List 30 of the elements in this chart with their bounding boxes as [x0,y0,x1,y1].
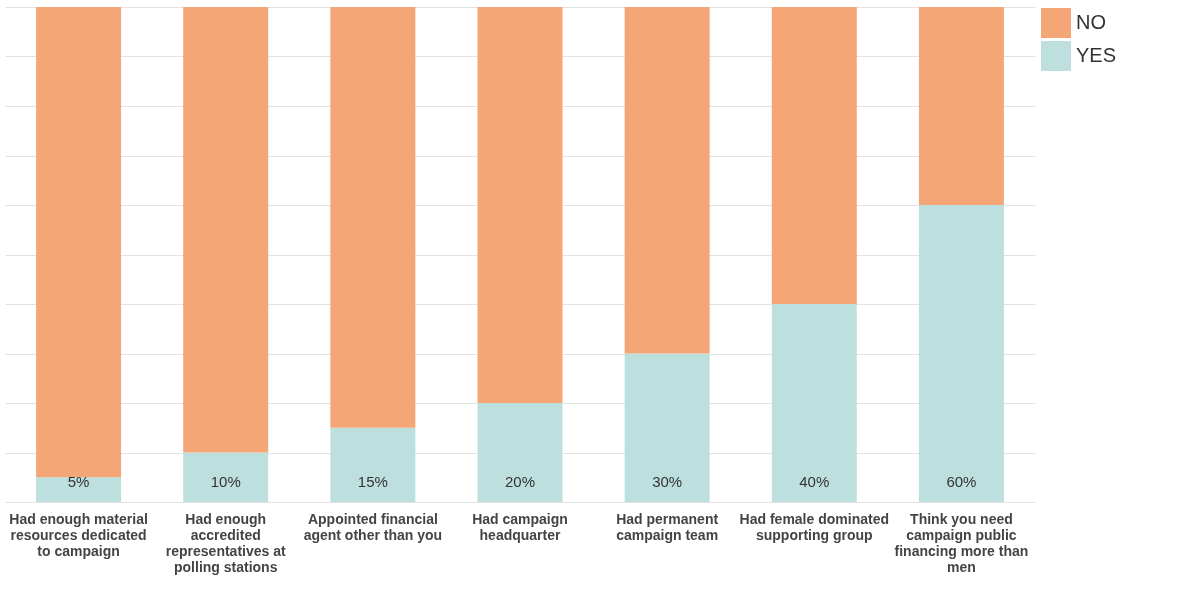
data-label: 10% [210,473,241,490]
bar [918,205,1004,502]
bar [183,452,269,502]
legend-label: NO [1076,11,1106,33]
bar [477,403,563,502]
data-label: 20% [504,473,536,490]
bar [771,7,857,304]
data-label: 60% [946,473,977,490]
data-label: 40% [799,473,830,490]
x-tick-label: Think you need campaign public financing more than men [894,510,1029,575]
x-tick-label: Had female dominated supporting group [739,510,889,543]
bar [36,7,122,478]
x-tick-label: Had campaign headquarter [472,510,568,543]
data-label: 5% [67,473,90,490]
bar [624,353,710,502]
bar [624,7,710,354]
data-label: 30% [652,473,683,490]
bar [330,7,416,428]
legend-label: YES [1076,44,1117,66]
bar [36,477,122,502]
x-tick-label: Had enough material resources dedicated to campaign [9,510,148,559]
bar [771,304,857,502]
x-tick-label: Appointed financial agent other than you [303,510,443,543]
data-label: 15% [357,473,388,490]
x-tick-label: Had permanent campaign team [616,510,719,543]
x-tick-label: Had enough accredited representatives at polling stations [165,510,286,575]
bar [330,427,416,502]
bar [918,7,1004,205]
bar [477,7,563,403]
bar [183,7,269,453]
